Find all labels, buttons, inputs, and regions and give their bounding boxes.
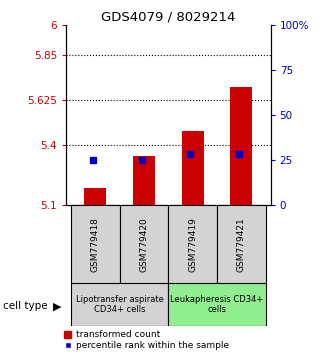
Bar <box>133 156 155 205</box>
Text: Lipotransfer aspirate
CD34+ cells: Lipotransfer aspirate CD34+ cells <box>76 295 164 314</box>
Text: GSM779418: GSM779418 <box>91 217 100 272</box>
Bar <box>71 205 119 283</box>
Text: GSM779421: GSM779421 <box>237 217 246 272</box>
Text: GSM779419: GSM779419 <box>188 217 197 272</box>
Text: cell type: cell type <box>3 301 48 311</box>
Text: GSM779420: GSM779420 <box>140 217 148 272</box>
Legend: transformed count, percentile rank within the sample: transformed count, percentile rank withi… <box>64 330 229 350</box>
Title: GDS4079 / 8029214: GDS4079 / 8029214 <box>101 11 236 24</box>
Bar <box>84 188 106 205</box>
Bar <box>168 205 217 283</box>
Bar <box>182 131 204 205</box>
Bar <box>230 87 252 205</box>
Bar <box>71 283 168 326</box>
Text: ▶: ▶ <box>52 301 61 311</box>
Bar <box>217 205 266 283</box>
Bar <box>168 283 266 326</box>
Bar <box>119 205 168 283</box>
Text: Leukapheresis CD34+
cells: Leukapheresis CD34+ cells <box>170 295 264 314</box>
